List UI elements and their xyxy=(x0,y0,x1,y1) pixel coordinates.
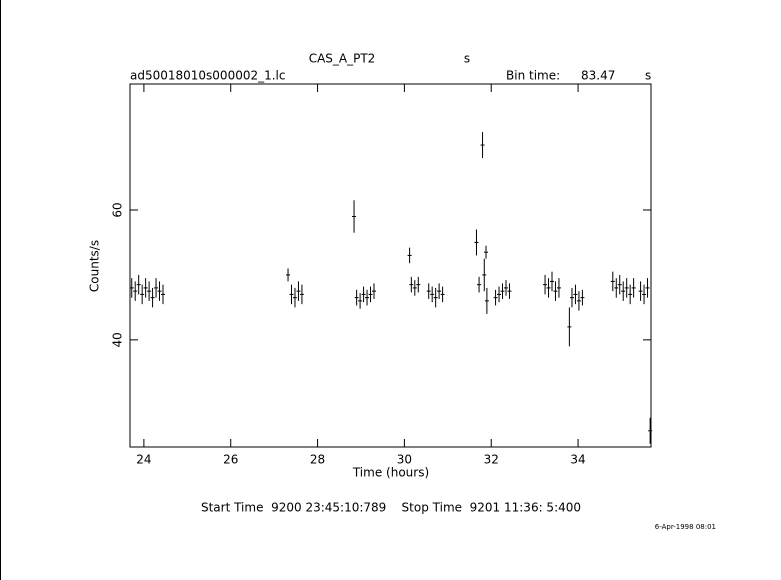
bin-time-unit: s xyxy=(645,69,651,83)
y-tick-label: 40 xyxy=(111,332,125,347)
x-tick-label: 26 xyxy=(223,453,238,467)
y-tick-label: 60 xyxy=(111,202,125,217)
plot-frame xyxy=(129,83,652,448)
date: 6-Apr-1998 08:01 xyxy=(655,523,716,531)
title-unit: s xyxy=(464,52,470,66)
x-tick-label: 24 xyxy=(136,453,151,467)
x-tick-label: 30 xyxy=(397,453,412,467)
x-tick-label: 32 xyxy=(484,453,499,467)
file-name: ad50018010s000002_1.lc xyxy=(130,69,286,83)
bin-time-label: Bin time: xyxy=(506,69,560,83)
footer: Start Time 9200 23:45:10:789 Stop Time 9… xyxy=(201,501,581,515)
x-tick-label: 28 xyxy=(310,453,325,467)
y-axis-label: Counts/s xyxy=(88,240,102,292)
chart-title: CAS_A_PT2 xyxy=(309,52,376,66)
bin-time: 83.47 xyxy=(581,69,615,83)
x-axis-label: Time (hours) xyxy=(352,466,429,480)
x-tick-label: 34 xyxy=(570,453,585,467)
